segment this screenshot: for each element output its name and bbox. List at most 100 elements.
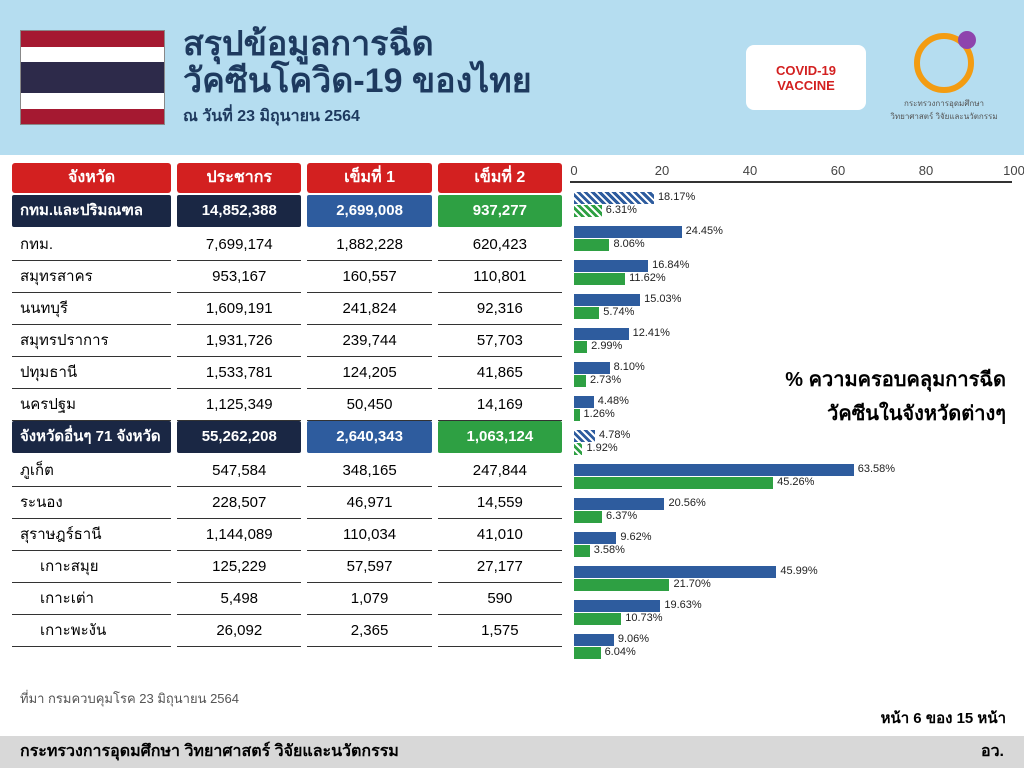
table-cell: นครปฐม (12, 389, 171, 421)
bar-dose2 (574, 613, 621, 625)
x-axis-ticks: 020406080100 (570, 163, 1012, 181)
tick-label: 60 (831, 163, 845, 178)
bar-dose2 (574, 477, 773, 489)
table-cell: นนทบุรี (12, 293, 171, 325)
col-population: ประชากร 14,852,3887,699,174953,1671,609,… (177, 163, 301, 686)
table-cell: 26,092 (177, 615, 301, 647)
table-cell: 953,167 (177, 261, 301, 293)
vaccine-badge: COVID-19 VACCINE (746, 45, 866, 110)
th-dose1: เข็มที่ 1 (307, 163, 431, 193)
bar-label-d1: 63.58% (858, 463, 895, 475)
tick-label: 20 (655, 163, 669, 178)
bar-row: 18.17% 6.31% (574, 189, 1012, 221)
table-cell: 14,169 (438, 389, 562, 421)
tick-label: 100 (1003, 163, 1024, 178)
table-cell: 14,559 (438, 487, 562, 519)
table-cell: สมุทรสาคร (12, 261, 171, 293)
table-cell: 1,609,191 (177, 293, 301, 325)
bar-row: 63.58% 45.26% (574, 461, 1012, 493)
th-dose2: เข็มที่ 2 (438, 163, 562, 193)
table-cell: 247,844 (438, 455, 562, 487)
bar-label-d1: 20.56% (668, 497, 705, 509)
bar-row: 16.84%11.62% (574, 257, 1012, 289)
table-cell: 239,744 (307, 325, 431, 357)
bar-row: 19.63%10.73% (574, 597, 1012, 629)
header: สรุปข้อมูลการฉีด วัคซีนโควิด-19 ของไทย ณ… (0, 0, 1024, 155)
bar-dose2 (574, 409, 580, 421)
bar-label-d1: 24.45% (686, 225, 723, 237)
data-tables: จังหวัด กทม.และปริมณฑลกทม.สมุทรสาครนนทบุ… (12, 163, 562, 686)
bar-dose1 (574, 600, 660, 612)
bar-label-d2: 21.70% (673, 578, 710, 590)
bar-row: 24.45% 8.06% (574, 223, 1012, 255)
ministry-logo: กระทรวงการอุดมศึกษา วิทยาศาสตร์ วิจัยและ… (884, 18, 1004, 138)
bar-dose2 (574, 443, 582, 455)
bar-label-d2: 6.31% (606, 204, 637, 216)
bar-dose1 (574, 362, 610, 374)
table-cell: 41,010 (438, 519, 562, 551)
title-line2: วัคซีนโควิด-19 ของไทย (183, 63, 728, 100)
table-cell: 590 (438, 583, 562, 615)
bar-dose1 (574, 464, 854, 476)
x-axis (570, 181, 1012, 183)
table-cell: 241,824 (307, 293, 431, 325)
chart-title-1: % ความครอบคลุมการฉีด (785, 363, 1006, 397)
source-text: ที่มา กรมควบคุมโรค 23 มิถุนายน 2564 (20, 688, 1004, 709)
bar-label-d2: 11.62% (629, 272, 666, 284)
bar-dose2 (574, 647, 601, 659)
th-population: ประชากร (177, 163, 301, 193)
table-cell: ภูเก็ต (12, 455, 171, 487)
table-cell: 50,450 (307, 389, 431, 421)
table-cell: 348,165 (307, 455, 431, 487)
title-line1: สรุปข้อมูลการฉีด (183, 26, 728, 63)
table-cell: 41,865 (438, 357, 562, 389)
bar-label-d2: 8.06% (613, 238, 644, 250)
bar-dose2 (574, 205, 602, 217)
table-cell: 110,034 (307, 519, 431, 551)
bar-dose2 (574, 341, 587, 353)
chart-title: % ความครอบคลุมการฉีด วัคซีนในจังหวัดต่าง… (785, 363, 1006, 431)
table-cell: 1,533,781 (177, 357, 301, 389)
bar-label-d1: 19.63% (664, 599, 701, 611)
bar-label-d2: 6.04% (605, 646, 636, 658)
bar-dose1 (574, 566, 776, 578)
bar-label-d1: 4.78% (599, 429, 630, 441)
bar-row: 15.03%5.74% (574, 291, 1012, 323)
bar-dose1 (574, 498, 664, 510)
table-cell: 2,699,008 (307, 195, 431, 227)
table-cell: 1,882,228 (307, 229, 431, 261)
table-cell: 5,498 (177, 583, 301, 615)
bar-dose1 (574, 226, 682, 238)
table-cell: 92,316 (438, 293, 562, 325)
vaccine-label1: COVID-19 (776, 63, 836, 78)
table-cell: 620,423 (438, 229, 562, 261)
bar-dose2 (574, 579, 669, 591)
title-date: ณ วันที่ 23 มิถุนายน 2564 (183, 104, 728, 129)
tick-label: 40 (743, 163, 757, 178)
bar-row: 20.56%6.37% (574, 495, 1012, 527)
table-cell: เกาะสมุย (12, 551, 171, 583)
table-cell: สุราษฎร์ธานี (12, 519, 171, 551)
table-cell: 1,575 (438, 615, 562, 647)
bar-dose2 (574, 375, 586, 387)
bar-label-d1: 8.10% (614, 361, 645, 373)
bar-row: 12.41%2.99% (574, 325, 1012, 357)
bar-dose1 (574, 294, 640, 306)
table-cell: เกาะพะงัน (12, 615, 171, 647)
bar-label-d1: 45.99% (780, 565, 817, 577)
bar-label-d1: 15.03% (644, 293, 681, 305)
table-cell: 124,205 (307, 357, 431, 389)
bar-dose1 (574, 260, 648, 272)
table-cell: 547,584 (177, 455, 301, 487)
bar-label-d2: 1.26% (584, 408, 615, 420)
bar-label-d2: 10.73% (625, 612, 662, 624)
table-cell: 57,703 (438, 325, 562, 357)
bar-label-d1: 18.17% (658, 191, 695, 203)
col-province: จังหวัด กทม.และปริมณฑลกทม.สมุทรสาครนนทบุ… (12, 163, 171, 686)
bar-row: 4.78%1.92% (574, 427, 1012, 459)
table-cell: กทม.และปริมณฑล (12, 195, 171, 227)
table-cell: 110,801 (438, 261, 562, 293)
table-cell: 57,597 (307, 551, 431, 583)
bar-label-d2: 45.26% (777, 476, 814, 488)
table-cell: 1,079 (307, 583, 431, 615)
